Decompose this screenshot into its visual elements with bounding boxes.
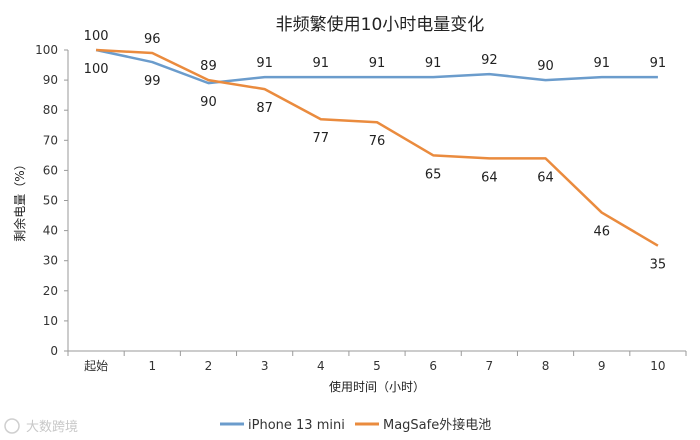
data-label: 87 bbox=[256, 101, 273, 116]
x-tick-labels: 起始 1 2 3 4 5 6 7 8 9 10 bbox=[84, 359, 665, 373]
data-label: 76 bbox=[369, 134, 386, 149]
data-label: 89 bbox=[200, 59, 217, 74]
data-label: 91 bbox=[425, 56, 442, 71]
x-tick-label: 起始 bbox=[84, 359, 108, 373]
x-tick-label: 2 bbox=[205, 359, 213, 373]
data-label: 91 bbox=[369, 56, 386, 71]
x-axis-title: 使用时间（小时） bbox=[329, 379, 425, 394]
axes bbox=[64, 49, 687, 356]
y-tick-label: 30 bbox=[43, 254, 58, 268]
data-label: 91 bbox=[256, 56, 273, 71]
watermark-text: 大数跨境 bbox=[26, 420, 78, 435]
data-label: 99 bbox=[144, 74, 161, 89]
legend-label-2: MagSafe外接电池 bbox=[383, 417, 491, 433]
series-line-1 bbox=[95, 48, 658, 85]
x-tick-label: 3 bbox=[261, 359, 269, 373]
data-label: 91 bbox=[313, 56, 330, 71]
data-label: 96 bbox=[144, 32, 161, 47]
legend: iPhone 13 mini MagSafe外接电池 bbox=[220, 417, 491, 433]
y-tick-label: 20 bbox=[43, 284, 58, 298]
data-label: 46 bbox=[593, 225, 610, 240]
y-tick-label: 50 bbox=[43, 194, 58, 208]
x-tick-label: 8 bbox=[542, 359, 550, 373]
y-tick-label: 100 bbox=[35, 43, 58, 57]
watermark: 大数跨境 bbox=[4, 418, 78, 435]
data-label: 77 bbox=[313, 131, 330, 146]
data-label: 100 bbox=[84, 62, 109, 77]
data-label: 64 bbox=[537, 170, 554, 185]
x-tick-label: 5 bbox=[373, 359, 381, 373]
x-tick-label: 1 bbox=[148, 359, 156, 373]
data-label: 91 bbox=[593, 56, 610, 71]
y-tick-label: 0 bbox=[50, 344, 58, 358]
data-label: 35 bbox=[650, 258, 667, 273]
chart-title: 非频繁使用10小时电量变化 bbox=[276, 14, 485, 35]
series-line-2 bbox=[96, 48, 659, 247]
data-label: 64 bbox=[481, 170, 498, 185]
data-label: 100 bbox=[84, 29, 109, 44]
data-label: 92 bbox=[481, 53, 498, 68]
x-tick-label: 6 bbox=[429, 359, 437, 373]
x-tick-label: 9 bbox=[598, 359, 606, 373]
legend-label-1: iPhone 13 mini bbox=[248, 418, 345, 433]
x-tick-label: 10 bbox=[650, 359, 665, 373]
y-tick-label: 70 bbox=[43, 133, 58, 147]
y-tick-label: 10 bbox=[43, 314, 58, 328]
x-tick-label: 7 bbox=[486, 359, 494, 373]
data-labels: 100 100 99 96 90 89 91 87 91 77 91 76 91 65 92 64 90 64 91… bbox=[84, 29, 667, 273]
watermark-logo-icon bbox=[4, 418, 20, 434]
y-tick-label: 80 bbox=[43, 103, 58, 117]
data-label: 90 bbox=[200, 95, 217, 110]
y-tick-label: 60 bbox=[43, 163, 58, 177]
series-lines bbox=[95, 48, 659, 247]
y-tick-label: 90 bbox=[43, 73, 58, 87]
data-label: 90 bbox=[537, 59, 554, 74]
x-tick-label: 4 bbox=[317, 359, 325, 373]
y-axis-title: 剩余电量（%） bbox=[12, 158, 27, 241]
y-tick-labels: 0 10 20 30 40 50 60 70 80 90 100 bbox=[35, 43, 58, 358]
data-label: 91 bbox=[650, 56, 667, 71]
y-tick-label: 40 bbox=[43, 224, 58, 238]
data-label: 65 bbox=[425, 167, 442, 182]
